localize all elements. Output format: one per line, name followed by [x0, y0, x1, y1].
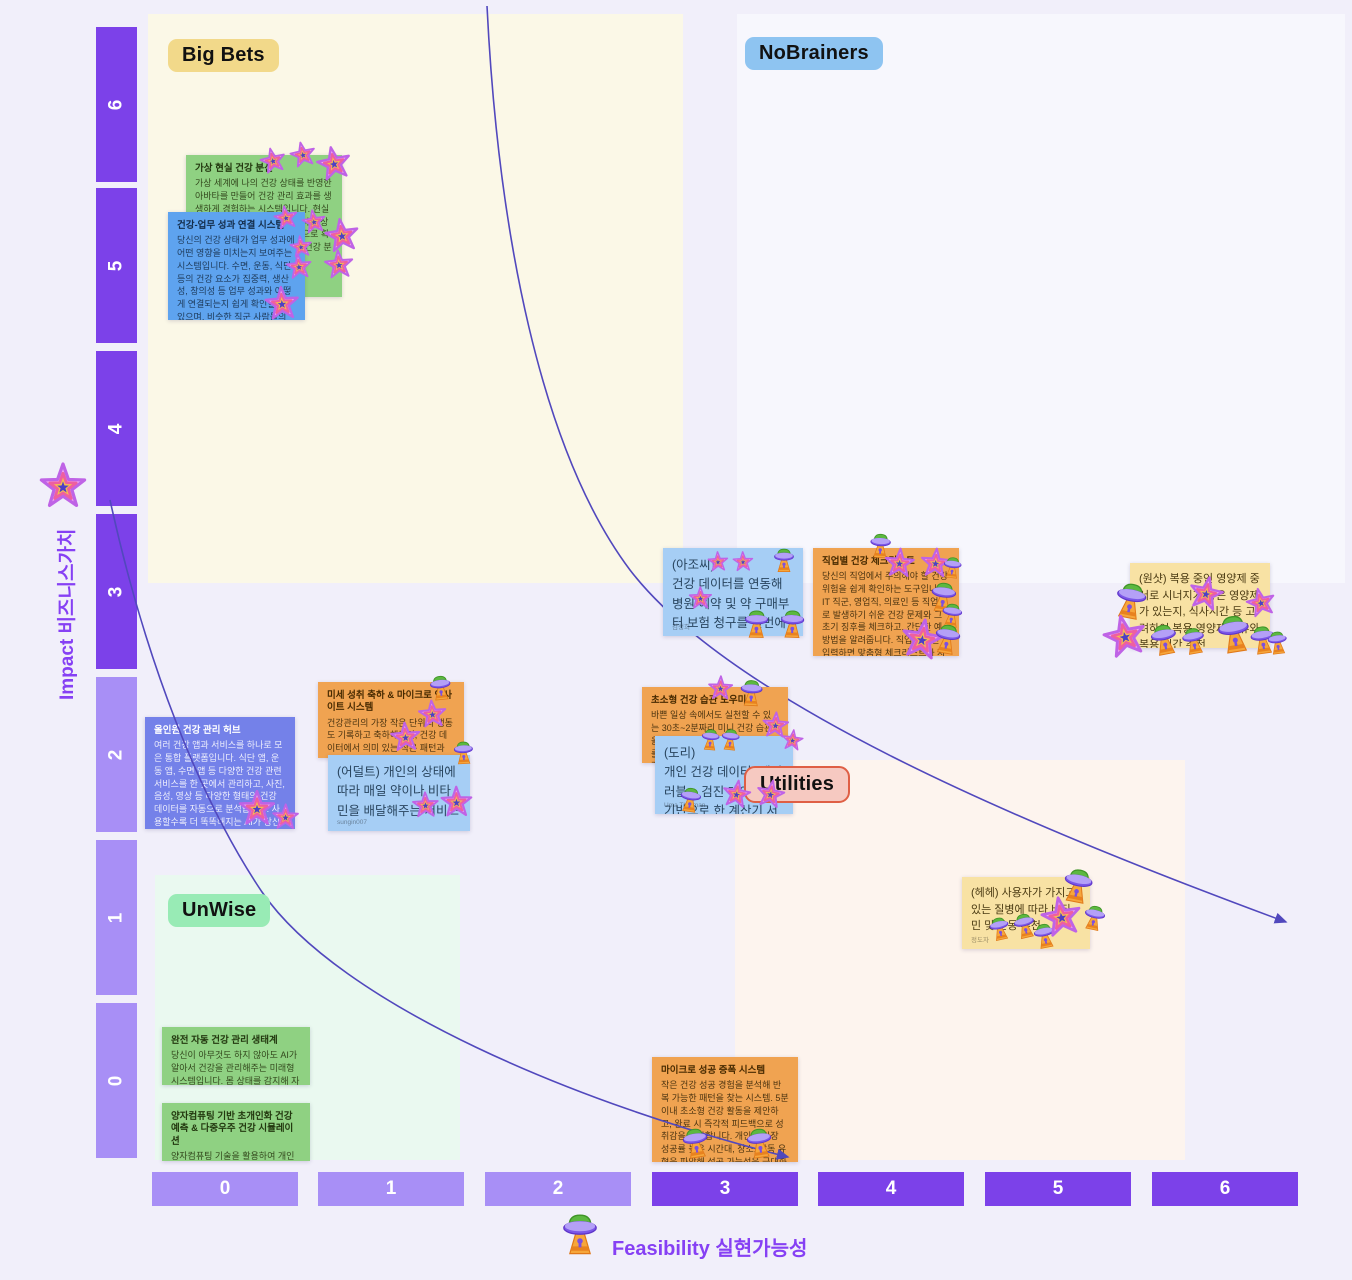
y-axis-tick-5: 5	[96, 188, 137, 343]
note-title: 완전 자동 건강 관리 생태계	[171, 1035, 278, 1046]
star-sticker-icon[interactable]	[270, 802, 302, 834]
x-axis-tick-2: 2	[485, 1172, 631, 1206]
star-sticker-icon[interactable]	[706, 674, 736, 704]
star-sticker-icon[interactable]	[687, 585, 714, 612]
y-axis-tick-label: 1	[105, 912, 127, 923]
quadrant-utilities-area	[735, 760, 1185, 1160]
ufo-sticker-icon[interactable]	[675, 1121, 715, 1161]
y-axis-title: Impact 비즈니스가치	[57, 528, 78, 700]
ufo-sticker-icon[interactable]	[1262, 626, 1292, 656]
y-axis-tick-label: 6	[105, 99, 127, 110]
star-sticker-icon[interactable]	[261, 283, 304, 326]
quadrant-label-nobrainers[interactable]: NoBrainers	[745, 37, 883, 70]
ufo-sticker-icon[interactable]	[740, 1122, 780, 1162]
x-axis-tick-0: 0	[152, 1172, 298, 1206]
ufo-sticker-icon[interactable]	[740, 606, 774, 640]
y-axis-tick-label: 0	[105, 1075, 127, 1086]
y-axis-tick-3: 3	[96, 514, 137, 669]
y-axis-tick-label: 4	[105, 423, 127, 434]
ufo-sticker-icon[interactable]	[775, 605, 809, 639]
star-sticker-icon[interactable]	[438, 784, 476, 822]
note-title: 마이크로 성공 증폭 시스템	[661, 1065, 766, 1076]
note-title: 양자컴퓨팅 기반 초개인화 건강 예측 & 다중우주 건강 시뮬레이션	[171, 1111, 294, 1147]
x-axis-tick-3: 3	[652, 1172, 798, 1206]
y-axis-tick-label: 5	[105, 260, 127, 271]
note-author: 김성희	[672, 624, 690, 631]
feasibility-ufo-icon	[556, 1208, 604, 1256]
note-author: sungin007	[337, 819, 367, 826]
y-axis-tick-0: 0	[96, 1003, 137, 1158]
ufo-sticker-icon[interactable]	[770, 545, 798, 573]
y-axis-tick-6: 6	[96, 27, 137, 182]
note-title: 건강-업무 성과 연결 시스템	[177, 220, 285, 231]
ufo-sticker-icon[interactable]	[717, 725, 744, 752]
x-axis-tick-4: 4	[818, 1172, 964, 1206]
y-axis-tick-1: 1	[96, 840, 137, 995]
ufo-sticker-icon[interactable]	[735, 675, 768, 708]
ufo-sticker-icon[interactable]	[1176, 622, 1212, 658]
y-axis-tick-label: 3	[105, 586, 127, 597]
note-body: 양자컴퓨팅 기술을 활용하여 개인의 유전체, 마이크로바이옴, 생활습관, 환…	[171, 1151, 295, 1161]
y-axis-tick-2: 2	[96, 677, 137, 832]
y-axis-tick-4: 4	[96, 351, 137, 506]
star-sticker-icon[interactable]	[1034, 890, 1088, 944]
star-sticker-icon[interactable]	[881, 545, 918, 582]
star-sticker-icon[interactable]	[731, 550, 756, 575]
ufo-sticker-icon[interactable]	[983, 911, 1015, 943]
note-body: 당신의 건강 상태가 업무 성과에 어떤 영향을 미치는지 보여주는 시스템입니…	[177, 235, 295, 320]
ufo-sticker-icon[interactable]	[449, 737, 477, 765]
star-sticker-icon[interactable]	[751, 775, 789, 813]
x-axis-tick-6: 6	[1152, 1172, 1298, 1206]
note-title: 가상 현실 건강 분신	[195, 163, 273, 174]
star-sticker-icon[interactable]	[409, 789, 441, 821]
ufo-sticker-icon[interactable]	[939, 553, 966, 580]
y-axis-tick-label: 2	[105, 749, 127, 760]
note-author: 정도자	[971, 937, 989, 944]
star-sticker-icon[interactable]	[270, 202, 302, 234]
star-sticker-icon[interactable]	[705, 549, 730, 574]
quadrant-label-big-bets[interactable]: Big Bets	[168, 39, 279, 72]
ufo-sticker-icon[interactable]	[674, 782, 707, 815]
star-sticker-icon[interactable]	[718, 776, 756, 814]
x-axis-tick-5: 5	[985, 1172, 1131, 1206]
star-sticker-icon[interactable]	[283, 251, 316, 284]
star-sticker-icon[interactable]	[321, 247, 358, 284]
note-body: 당신이 아무것도 하지 않아도 AI가 알아서 건강을 관리해주는 미래형 시스…	[171, 1050, 300, 1085]
ufo-sticker-icon[interactable]	[927, 617, 968, 658]
x-axis-title: Feasibility 실현가능성	[612, 1238, 808, 1260]
quadrant-nobrainers-area	[737, 14, 1345, 583]
quadrant-label-unwise[interactable]: UnWise	[168, 894, 271, 927]
star-sticker-icon[interactable]	[311, 141, 358, 188]
star-sticker-icon[interactable]	[779, 727, 807, 755]
x-axis-tick-1: 1	[318, 1172, 464, 1206]
star-sticker-icon[interactable]	[387, 719, 424, 756]
note-title: 올인원 건강 관리 허브	[154, 725, 241, 736]
